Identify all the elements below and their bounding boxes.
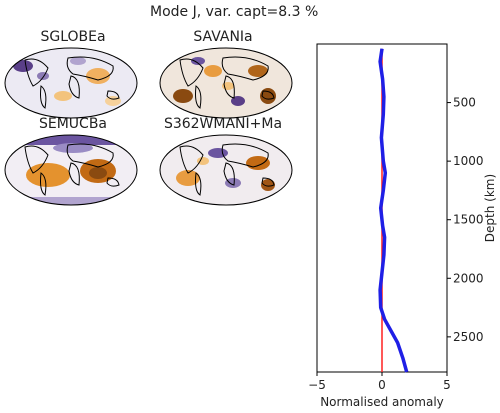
figure-title: Mode J, var. capt=8.3 % <box>150 4 319 20</box>
x-tick-label-2: 5 <box>443 378 451 392</box>
map-label-semucba: SEMUCBa <box>38 116 108 132</box>
series-line-1 <box>378 48 409 373</box>
y-tick-label-0: 500 <box>453 96 476 110</box>
map-s362wmani <box>159 134 293 206</box>
x-axis-label: Normalised anomaly <box>320 395 444 409</box>
map-label-sglobea: SGLOBEa <box>40 29 106 45</box>
map-sglobea <box>4 47 138 119</box>
map-semucba <box>4 134 138 206</box>
y-tick-label-1: 1000 <box>453 154 484 168</box>
y-tick-label-2: 1500 <box>453 213 484 227</box>
y-tick-label-3: 2000 <box>453 271 484 285</box>
map-label-savania: SAVANIa <box>193 29 253 45</box>
x-tick-label-1: 0 <box>378 378 386 392</box>
map-savania <box>159 47 293 119</box>
x-tick-label-0: −5 <box>308 378 326 392</box>
map-label-s362wmani: S362WMANI+Ma <box>163 116 283 132</box>
y-axis-label: Depth (km) <box>483 174 497 242</box>
y-tick-label-4: 2500 <box>453 330 484 344</box>
